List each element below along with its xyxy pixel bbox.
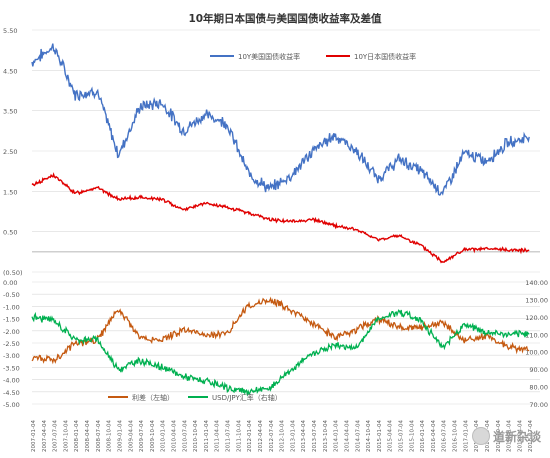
top-y-tick-label: 0.50 xyxy=(3,229,17,237)
x-tick-label: 2009-04-04 xyxy=(128,420,134,452)
usdjpy-line xyxy=(31,309,530,397)
legend-label-jp: 10Y日本国债收益率 xyxy=(354,52,416,61)
top-y-tick-label: 4.50 xyxy=(3,67,17,75)
x-tick-label: 2009-10-04 xyxy=(150,420,156,452)
x-tick-label: 2018-01-04 xyxy=(507,420,513,452)
watermark: 道新杂谈 xyxy=(472,424,546,448)
top-y-tick-label: 3.50 xyxy=(3,108,17,116)
x-tick-label: 2013-10-04 xyxy=(323,420,329,452)
x-tick-label: 2007-04-04 xyxy=(42,420,48,452)
x-tick-label: 2010-04-04 xyxy=(172,420,178,452)
x-tick-label: 2014-07-04 xyxy=(355,420,361,452)
x-tick-label: 2012-10-04 xyxy=(280,420,286,452)
x-tick-label: 2013-07-04 xyxy=(312,420,318,452)
x-tick-label: 2014-04-04 xyxy=(344,420,350,452)
bottom-left-y-tick-label: -2.50 xyxy=(3,340,20,348)
top-y-axis: 5.50 4.50 3.50 2.50 1.50 0.50 (0.50) xyxy=(3,27,23,277)
bottom-left-y-tick-label: -0.50 xyxy=(3,291,20,299)
watermark-text: 道新杂谈 xyxy=(493,429,542,444)
bottom-left-y-tick-label: 0.00 xyxy=(3,279,17,287)
bottom-left-y-tick-label: -1.50 xyxy=(3,316,20,324)
x-tick-label: 2011-10-04 xyxy=(236,420,242,452)
bottom-panel: 0.00 -0.50 -1.00 -1.50 -2.00 -2.50 -3.00 -3.50 -… xyxy=(3,279,548,452)
x-tick-label: 2016-04-04 xyxy=(431,420,437,452)
bottom-left-y-tick-label: -5.00 xyxy=(3,401,20,409)
x-tick-label: 2015-10-04 xyxy=(409,420,415,452)
x-tick-label: 2007-10-04 xyxy=(63,420,69,452)
bottom-left-y-axis: 0.00 -0.50 -1.00 -1.50 -2.00 -2.50 -3.00 -3.50 -… xyxy=(3,279,20,409)
x-tick-label: 2013-01-04 xyxy=(290,420,296,452)
bottom-right-y-tick-label: 90.00 xyxy=(529,366,548,374)
bottom-right-y-tick-label: 80.00 xyxy=(529,384,548,392)
top-series-lines xyxy=(31,43,530,264)
x-axis-tick-labels: 2007-01-04 2007-04-04 2007-07-04 2007-10-04… xyxy=(31,420,534,452)
x-tick-label: 2008-04-04 xyxy=(85,420,91,452)
x-tick-label: 2008-10-04 xyxy=(107,420,113,452)
bottom-left-y-tick-label: -3.50 xyxy=(3,364,20,372)
x-tick-label: 2017-01-04 xyxy=(463,420,469,452)
bottom-legend: 利差（左轴） USD/JPY汇率（右轴） xyxy=(108,393,282,402)
x-tick-label: 2015-07-04 xyxy=(398,420,404,452)
x-tick-label: 2012-01-04 xyxy=(247,420,253,452)
bottom-left-y-tick-label: -4.00 xyxy=(3,377,20,385)
x-tick-label: 2008-07-04 xyxy=(96,420,102,452)
x-tick-label: 2015-04-04 xyxy=(388,420,394,452)
legend-label-us: 10Y美国国债收益率 xyxy=(238,52,300,61)
x-tick-label: 2010-01-04 xyxy=(161,420,167,452)
x-tick-label: 2016-10-04 xyxy=(453,420,459,452)
bottom-right-y-tick-label: 100.00 xyxy=(525,349,548,357)
bottom-right-y-axis: 140.00 130.00 120.00 110.00 100.00 90.00 80.00… xyxy=(525,279,548,409)
top-y-tick-label: 2.50 xyxy=(3,148,17,156)
jp-yield-line xyxy=(31,172,530,264)
top-gridlines xyxy=(32,29,540,273)
top-y-tick-label: 1.50 xyxy=(3,188,17,196)
spread-line xyxy=(31,296,530,365)
x-tick-label: 2014-01-04 xyxy=(334,420,340,452)
x-tick-label: 2009-01-04 xyxy=(117,420,123,452)
bottom-right-y-tick-label: 110.00 xyxy=(525,331,548,339)
x-tick-label: 2012-07-04 xyxy=(269,420,275,452)
x-tick-label: 2015-01-04 xyxy=(377,420,383,452)
x-tick-label: 2010-07-04 xyxy=(182,420,188,452)
top-y-tick-label: (0.50) xyxy=(3,269,23,277)
bottom-right-y-tick-label: 140.00 xyxy=(525,279,548,287)
x-tick-label: 2018-07-04 xyxy=(528,420,534,452)
x-tick-label: 2011-04-04 xyxy=(215,420,221,452)
x-tick-label: 2013-04-04 xyxy=(301,420,307,452)
top-y-tick-label: 5.50 xyxy=(3,27,17,35)
x-tick-label: 2008-01-04 xyxy=(74,420,80,452)
us-yield-line xyxy=(31,43,530,196)
x-tick-label: 2012-04-04 xyxy=(258,420,264,452)
chart-title: 10年期日本国债与美国国债收益率及差值 xyxy=(188,12,382,25)
x-tick-label: 2007-07-04 xyxy=(53,420,59,452)
x-tick-label: 2016-07-04 xyxy=(442,420,448,452)
bottom-left-y-tick-label: -2.00 xyxy=(3,328,20,336)
bottom-left-y-tick-label: -4.50 xyxy=(3,389,20,397)
legend-label-usdjpy: USD/JPY汇率（右轴） xyxy=(212,393,282,402)
x-tick-label: 2007-01-04 xyxy=(31,420,37,452)
bottom-left-y-tick-label: -1.00 xyxy=(3,303,20,311)
x-tick-label: 2018-04-04 xyxy=(517,420,523,452)
x-tick-label: 2017-10-04 xyxy=(496,420,502,452)
top-legend: 10Y美国国债收益率 10Y日本国债收益率 xyxy=(210,52,416,61)
x-tick-label: 2010-10-04 xyxy=(193,420,199,452)
bottom-series-lines xyxy=(31,296,530,397)
x-tick-label: 2009-07-04 xyxy=(139,420,145,452)
bottom-right-y-tick-label: 130.00 xyxy=(525,296,548,304)
bottom-left-y-tick-label: -3.00 xyxy=(3,352,20,360)
x-tick-label: 2014-10-04 xyxy=(366,420,372,452)
legend-label-spread: 利差（左轴） xyxy=(132,393,174,402)
x-tick-label: 2016-01-04 xyxy=(420,420,426,452)
watermark-logo-icon xyxy=(472,427,490,445)
bottom-right-y-tick-label: 70.00 xyxy=(529,401,548,409)
x-tick-label: 2011-01-04 xyxy=(204,420,210,452)
top-panel: 10年期日本国债与美国国债收益率及差值 5.50 4.50 3.50 2.50 1.50… xyxy=(3,12,540,277)
x-tick-label: 2011-07-04 xyxy=(226,420,232,452)
bottom-right-y-tick-label: 120.00 xyxy=(525,314,548,322)
